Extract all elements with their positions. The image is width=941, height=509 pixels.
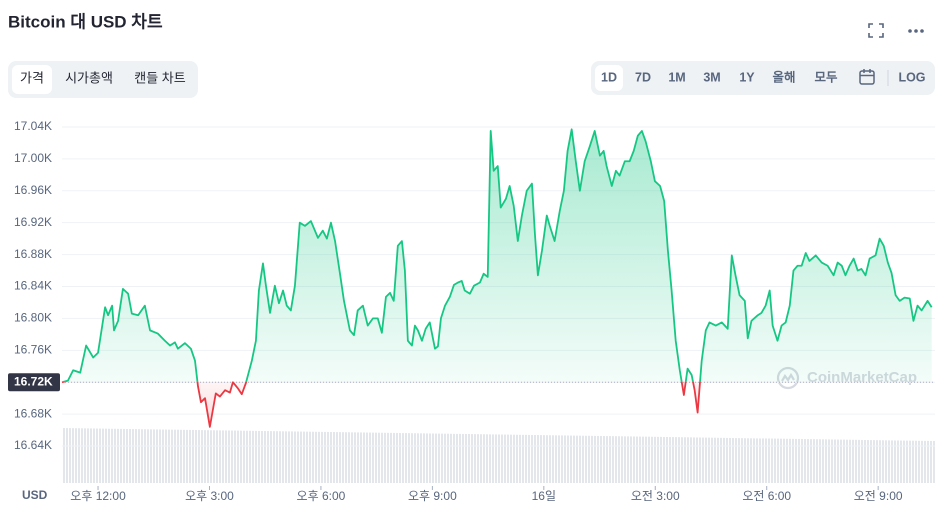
y-tick-label: 17.00K [14, 151, 52, 165]
y-tick-label: 16.92K [14, 215, 52, 229]
y-tick-label: 16.64K [14, 438, 52, 452]
expand-icon[interactable] [868, 23, 884, 38]
x-tick-label: 오전 9:00 [854, 489, 903, 503]
range-button[interactable]: 3M [703, 70, 720, 84]
y-tick-label: 16.76K [14, 342, 52, 356]
area [62, 129, 932, 427]
range-button[interactable]: 1D [601, 70, 617, 84]
chart-title: Bitcoin 대 USD 차트 [8, 12, 163, 31]
x-tick-label: 오후 9:00 [408, 489, 457, 503]
y-tick-label: 16.72K [14, 374, 53, 388]
tab[interactable]: 캔들 차트 [134, 70, 185, 85]
tab[interactable]: 가격 [20, 70, 44, 85]
range-button[interactable]: 1M [668, 70, 685, 84]
more-icon[interactable] [908, 29, 924, 33]
y-tick-label: 16.80K [14, 311, 52, 325]
range-active [595, 65, 623, 91]
y-tick-label: 16.68K [14, 406, 52, 420]
axis-label: USD [22, 488, 48, 502]
x-tick-label: 오전 6:00 [742, 489, 791, 503]
volume-bars [62, 428, 935, 483]
x-tick-label: 오후 6:00 [297, 489, 346, 503]
x-tick-label: 오후 12:00 [70, 489, 126, 503]
tab-active [12, 65, 52, 94]
y-tick-label: 16.96K [14, 183, 52, 197]
range-button[interactable]: 1Y [739, 70, 755, 84]
calendar-icon[interactable] [859, 69, 875, 85]
range-button[interactable]: 모두 [814, 70, 838, 84]
range-button[interactable]: 7D [635, 70, 651, 84]
x-tick-label: 오후 3:00 [185, 489, 234, 503]
y-tick-label: 17.04K [14, 119, 52, 133]
x-tick-label: 오전 3:00 [631, 489, 680, 503]
tab[interactable]: 시가총액 [65, 70, 113, 85]
log-button[interactable]: LOG [898, 70, 925, 84]
price-line [61, 128, 933, 428]
x-tick-label: 16일 [532, 489, 556, 503]
y-tick-label: 16.84K [14, 279, 52, 293]
y-tick-label: 16.88K [14, 247, 52, 261]
range-button[interactable]: 올해 [772, 69, 795, 84]
tab-group [8, 61, 198, 98]
range-group [591, 61, 935, 95]
baseline-label-box [8, 373, 60, 392]
